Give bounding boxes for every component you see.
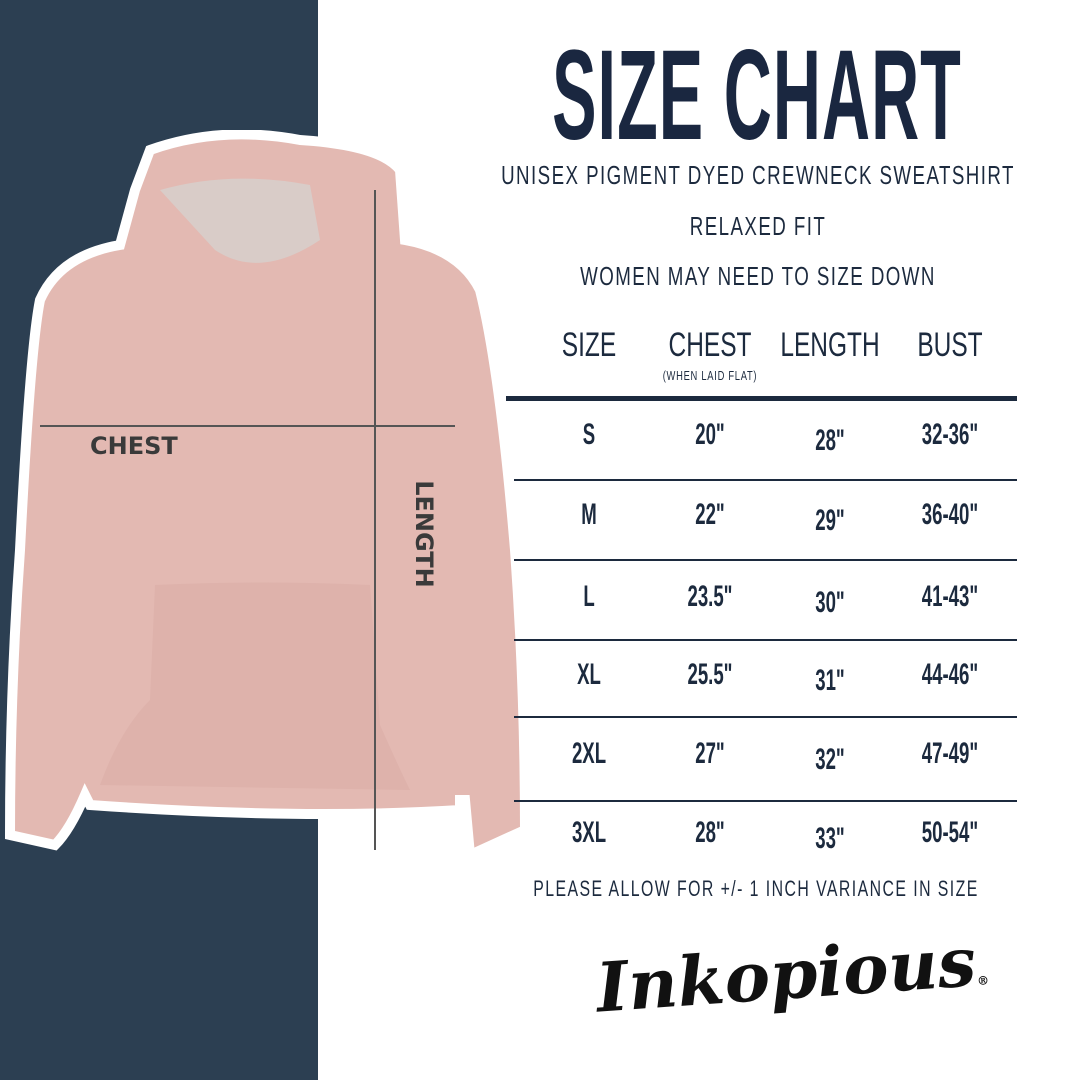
row-divider xyxy=(514,559,1017,561)
header-length: LENGTH xyxy=(780,326,880,364)
brand-logo: Inkopious® xyxy=(593,922,990,1029)
table-cell-size: 2XL xyxy=(571,737,607,770)
table-cell-size: 3XL xyxy=(571,816,607,849)
row-divider xyxy=(514,639,1017,641)
table-cell-size: M xyxy=(581,498,597,531)
table-cell-size: XL xyxy=(577,658,601,691)
header-divider xyxy=(506,396,1017,401)
table-cell-chest: 25.5" xyxy=(687,658,733,691)
chest-label: CHEST xyxy=(90,432,178,460)
table-cell-bust: 44-46" xyxy=(921,658,979,691)
table-cell-chest: 28" xyxy=(695,816,725,849)
table-cell-length: 28" xyxy=(815,424,845,457)
footnote: PLEASE ALLOW FOR +/- 1 INCH VARIANCE IN … xyxy=(533,876,979,901)
table-cell-length: 29" xyxy=(815,504,845,537)
header-chest: CHEST xyxy=(668,326,752,364)
hoodie-photo xyxy=(4,130,531,863)
row-divider xyxy=(514,800,1017,802)
header-size: SIZE xyxy=(561,326,617,364)
table-cell-length: 33" xyxy=(815,822,845,855)
table-cell-bust: 47-49" xyxy=(921,737,979,770)
table-cell-size: L xyxy=(583,580,595,613)
subtitle-product: UNISEX PIGMENT DYED CREWNECK SWEATSHIRT xyxy=(501,160,1015,190)
table-cell-bust: 50-54" xyxy=(921,816,979,849)
chest-note: (WHEN LAID FLAT) xyxy=(662,368,758,383)
subtitle-fit: RELAXED FIT xyxy=(689,211,827,241)
page-title: SIZE CHART xyxy=(552,24,962,167)
table-cell-chest: 27" xyxy=(695,737,725,770)
table-cell-bust: 36-40" xyxy=(921,498,979,531)
header-bust: BUST xyxy=(917,326,983,364)
table-cell-chest: 20" xyxy=(695,418,725,451)
table-cell-chest: 22" xyxy=(695,498,725,531)
table-cell-length: 30" xyxy=(815,586,845,619)
hoodie-body xyxy=(4,130,531,863)
table-cell-bust: 32-36" xyxy=(921,418,979,451)
subtitle-advice: WOMEN MAY NEED TO SIZE DOWN xyxy=(580,261,936,291)
table-cell-length: 32" xyxy=(815,743,845,776)
row-divider xyxy=(514,479,1017,481)
row-divider xyxy=(514,716,1017,718)
table-cell-length: 31" xyxy=(815,664,845,697)
table-cell-chest: 23.5" xyxy=(687,580,733,613)
table-cell-size: S xyxy=(582,418,596,451)
length-label: LENGTH xyxy=(409,480,438,588)
table-cell-bust: 41-43" xyxy=(921,580,979,613)
